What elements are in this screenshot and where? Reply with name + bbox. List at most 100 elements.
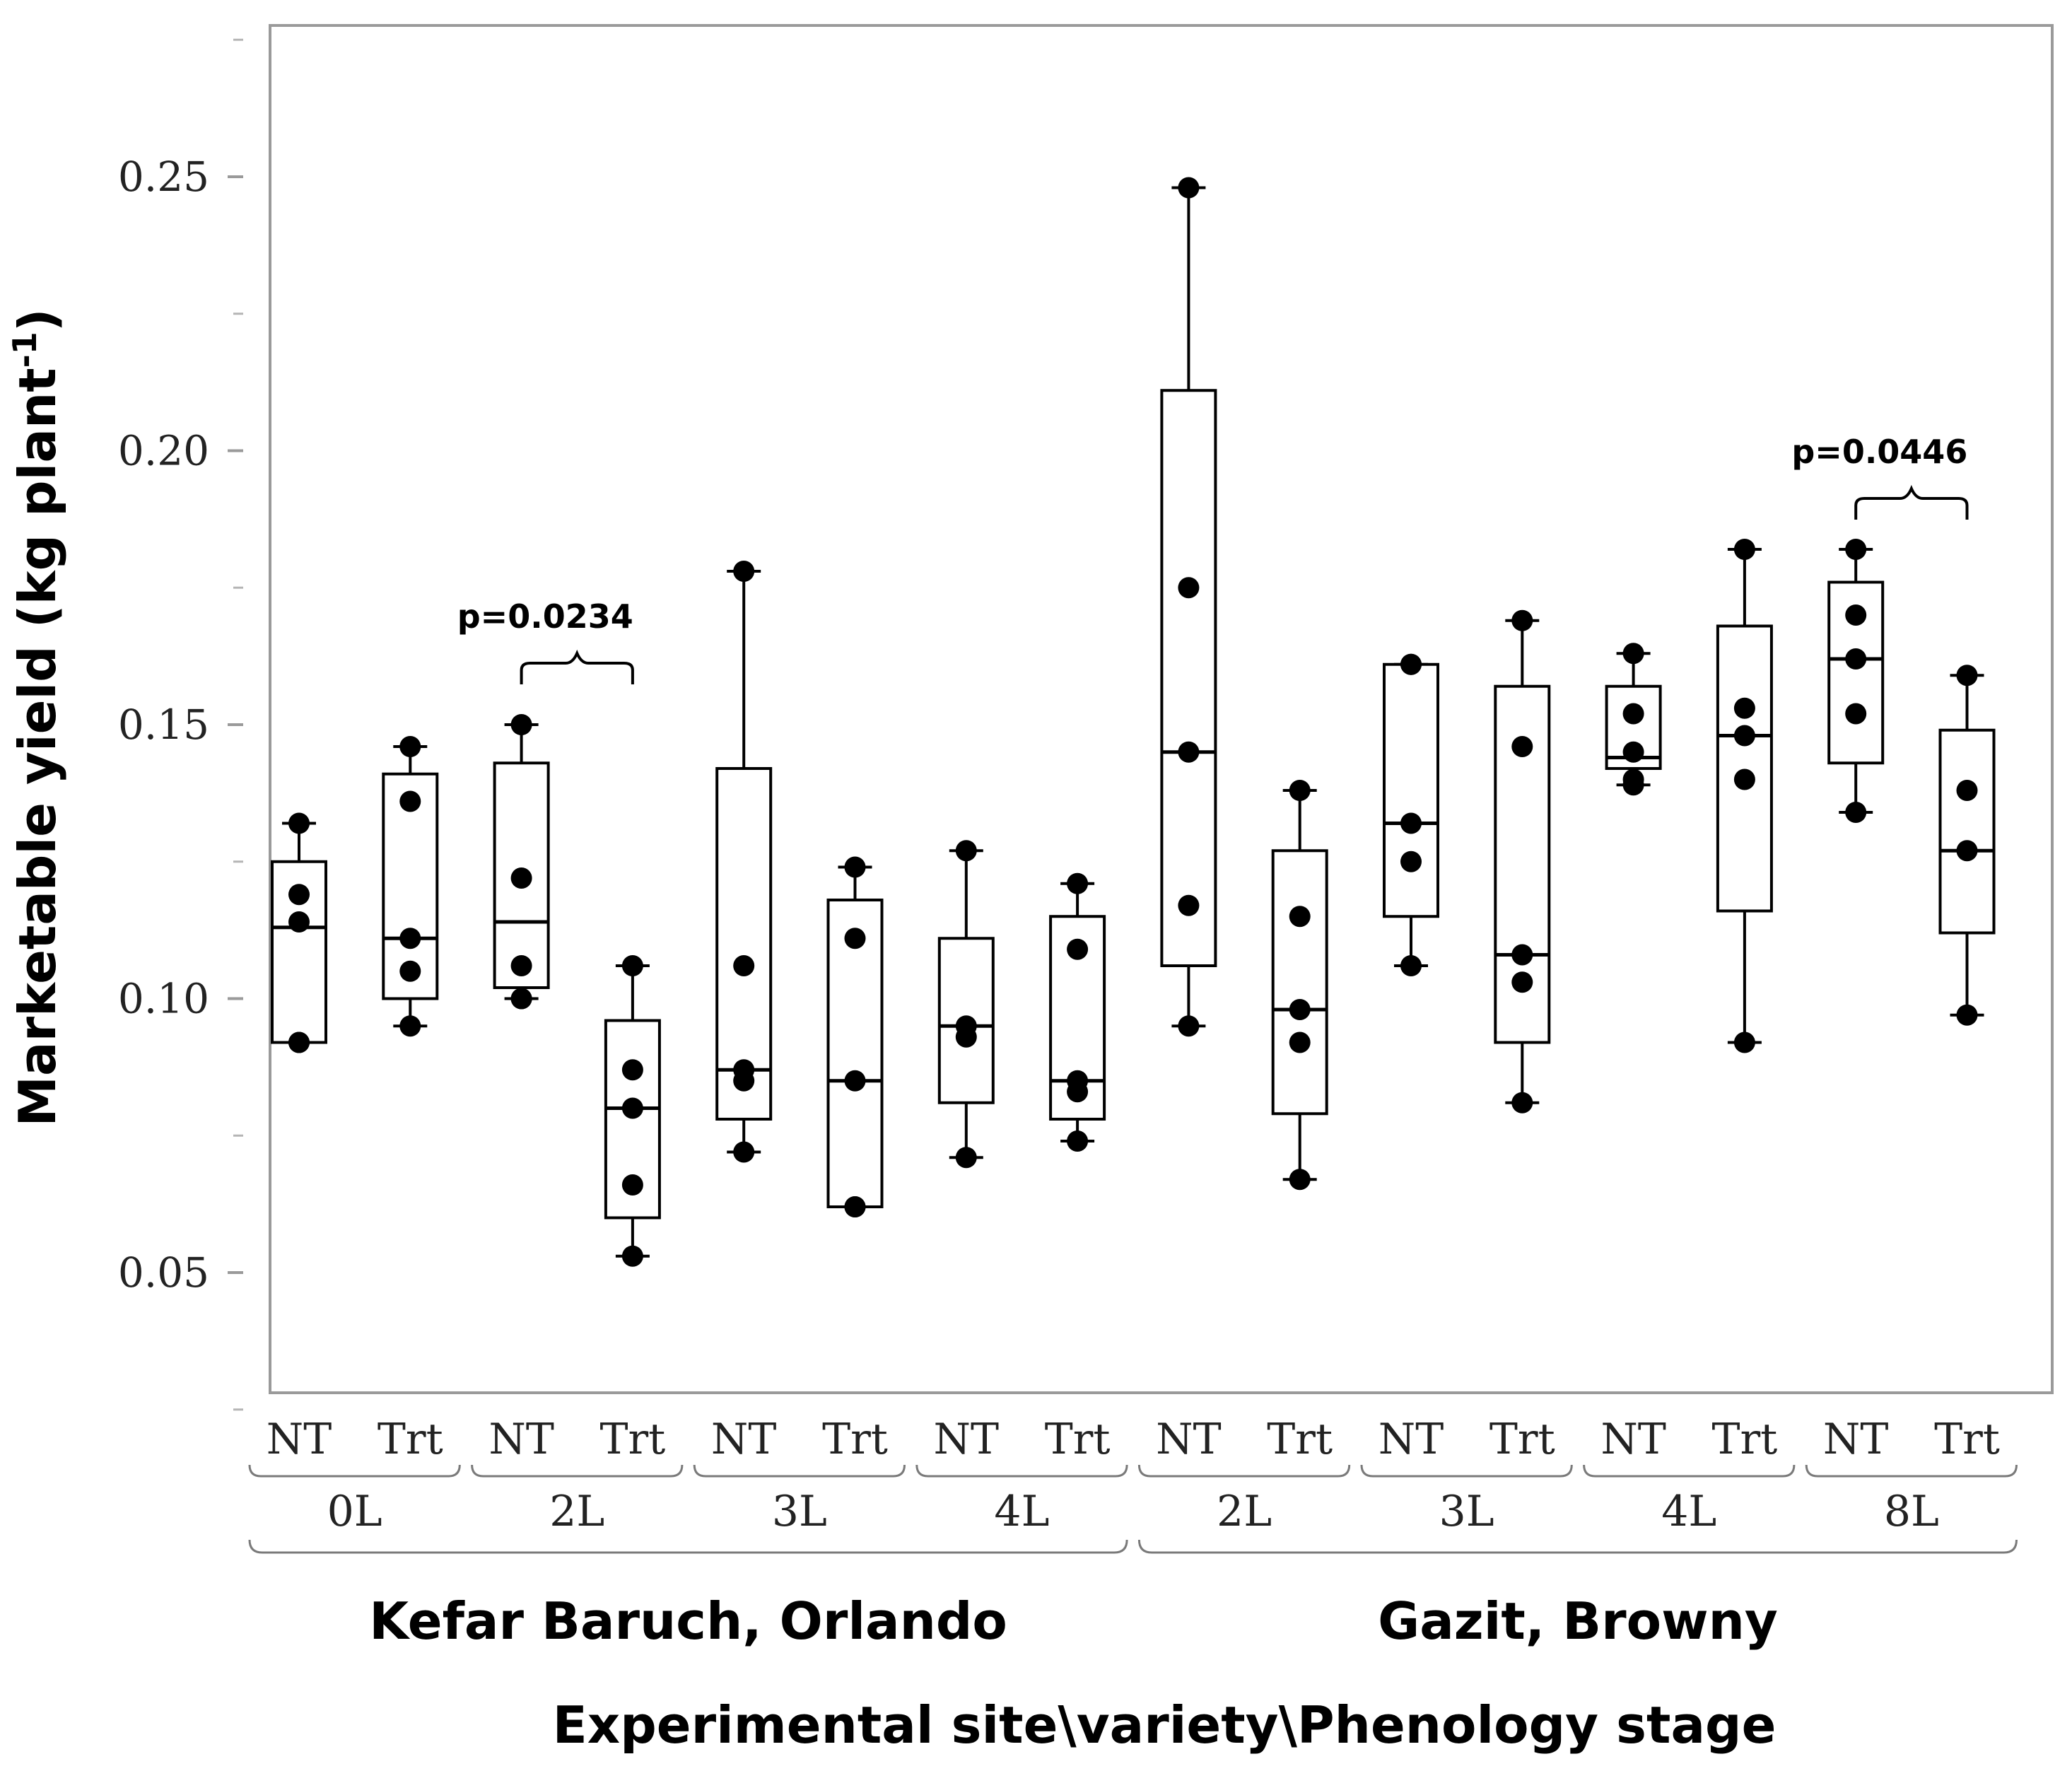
data-point — [1511, 944, 1533, 966]
x-axis: NT Trt NT Trt NT Trt NT Trt NT Trt NT Trt NT Trt NT Trt… — [248, 1415, 2018, 1651]
data-point — [1067, 872, 1089, 894]
x-treatment-label: NT — [1379, 1415, 1444, 1464]
data-point — [1511, 736, 1533, 757]
x-treatment-label: Trt — [599, 1415, 665, 1464]
box-kefar-baruch-4l-nt — [937, 840, 995, 1169]
data-point — [955, 1026, 977, 1048]
data-point — [1400, 653, 1422, 675]
x-treatment-label: Trt — [1489, 1415, 1555, 1464]
data-point — [621, 1097, 643, 1119]
box-gazit-3l-trt — [1494, 609, 1551, 1114]
data-point — [1511, 609, 1533, 631]
iqr-box — [715, 767, 773, 1121]
box-gazit-8l-trt — [1938, 665, 1996, 1026]
treatment-pair-bracket — [1805, 1464, 2018, 1478]
data-point — [1622, 741, 1644, 763]
data-point — [510, 714, 532, 735]
data-point — [844, 1196, 866, 1217]
data-point — [1845, 539, 1867, 560]
x-treatment-label: Trt — [822, 1415, 888, 1464]
x-stage-label: 0L — [327, 1487, 382, 1536]
significance-curly-brace — [520, 649, 634, 684]
plot-frame — [269, 24, 2054, 1394]
x-treatment-label: Trt — [1934, 1415, 2000, 1464]
data-point — [288, 812, 310, 834]
treatment-pair-bracket — [693, 1464, 906, 1478]
data-point — [1400, 851, 1422, 872]
data-point — [1178, 177, 1200, 199]
data-point — [1733, 1031, 1755, 1053]
data-point — [955, 840, 977, 862]
data-point — [1067, 1130, 1089, 1152]
y-tick-label: 0.10 — [118, 975, 209, 1023]
data-point — [1622, 703, 1644, 725]
data-point — [1289, 906, 1311, 928]
iqr-box — [1383, 662, 1439, 918]
x-treatment-label: NT — [488, 1415, 554, 1464]
x-treatment-label: Trt — [1045, 1415, 1111, 1464]
x-axis-title: Experimental site\variety\Phenology stag… — [553, 1695, 1777, 1755]
data-point — [510, 867, 532, 889]
x-site-label: Gazit, Browny — [1378, 1591, 1778, 1651]
box-kefar-baruch-2l-nt — [493, 714, 550, 1010]
box-kefar-baruch-2l-trt — [604, 955, 661, 1267]
data-point — [288, 1031, 310, 1053]
y-tick-label: 0.20 — [118, 427, 209, 475]
data-point — [1289, 999, 1311, 1020]
data-point — [1067, 938, 1089, 960]
y-tick-label: 0.25 — [118, 153, 209, 201]
x-stage-label: 2L — [1217, 1487, 1272, 1536]
boxes — [271, 177, 1996, 1267]
iqr-box — [1938, 728, 1996, 935]
data-point — [1845, 703, 1867, 725]
x-treatment-label: Trt — [1267, 1415, 1333, 1464]
data-point — [1733, 697, 1755, 719]
y-tick-label: 0.15 — [118, 701, 209, 749]
box-kefar-baruch-3l-nt — [715, 561, 773, 1163]
y-axis-title-superscript: -1 — [6, 332, 44, 368]
box-gazit-4l-trt — [1716, 539, 1773, 1053]
data-point — [1733, 539, 1755, 560]
box-gazit-3l-nt — [1383, 653, 1439, 976]
data-point — [399, 928, 421, 949]
box-gazit-8l-nt — [1827, 539, 1885, 823]
data-point — [1733, 725, 1755, 747]
data-point — [1733, 768, 1755, 790]
data-point — [733, 1141, 755, 1163]
data-point — [1622, 768, 1644, 790]
treatment-pair-bracket — [1137, 1464, 1351, 1478]
x-treatment-label: NT — [1600, 1415, 1666, 1464]
y-tick-label: 0.05 — [118, 1249, 209, 1297]
box-gazit-2l-trt — [1271, 780, 1328, 1191]
significance-annotations: p=0.0234 p=0.0446 — [457, 433, 1969, 684]
data-point — [1956, 840, 1978, 862]
y-axis: 0.05 0.10 0.15 0.20 0.25 — [118, 38, 243, 1411]
data-point — [1956, 1004, 1978, 1026]
significance-bracket-1: p=0.0234 — [457, 597, 634, 684]
plot-area — [269, 24, 2054, 1394]
data-point — [1400, 812, 1422, 834]
data-point — [955, 1147, 977, 1169]
treatment-pair-bracket — [248, 1464, 461, 1478]
x-stage-label: 3L — [1439, 1487, 1494, 1536]
iqr-box — [1716, 624, 1773, 913]
data-point — [844, 928, 866, 949]
data-point — [288, 911, 310, 933]
data-point — [399, 960, 421, 982]
data-point — [1178, 1015, 1200, 1037]
p-value-label: p=0.0234 — [457, 597, 633, 636]
data-point — [399, 1015, 421, 1037]
data-point — [1956, 780, 1978, 801]
box-kefar-baruch-0l-nt — [271, 812, 327, 1053]
data-point — [733, 1070, 755, 1092]
data-point — [1178, 894, 1200, 916]
iqr-box — [1271, 849, 1328, 1116]
data-point — [844, 856, 866, 878]
significance-bracket-2: p=0.0446 — [1791, 433, 1969, 520]
y-axis-title-close: ) — [8, 308, 67, 332]
iqr-box — [1160, 389, 1217, 967]
data-point — [399, 736, 421, 757]
y-axis-title: Marketable yield (kg plant-1) — [6, 308, 67, 1126]
x-stage-label: 4L — [994, 1487, 1049, 1536]
data-point — [1400, 955, 1422, 976]
